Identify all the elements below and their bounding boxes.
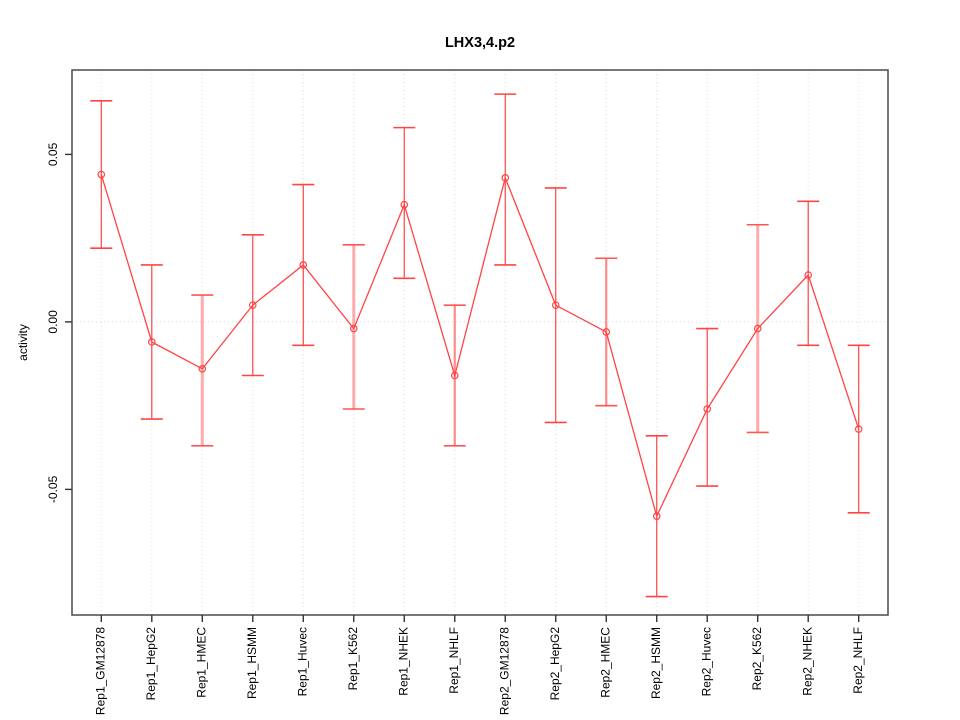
y-tick-label: 0.05	[46, 142, 60, 166]
y-axis-label: activity	[16, 324, 30, 361]
data-point	[804, 271, 813, 279]
chart-title: LHX3,4.p2	[445, 35, 515, 51]
x-tick-label: Rep1_K562	[346, 627, 360, 691]
x-tick-label: Rep1_GM12878	[93, 627, 107, 715]
data-point	[450, 371, 459, 380]
y-tick-label: -0.05	[46, 475, 60, 503]
data-point	[198, 364, 207, 373]
x-tick-label: Rep1_HSMM	[245, 627, 259, 699]
x-tick-label: Rep2_HSMM	[649, 627, 663, 699]
data-point	[299, 261, 308, 269]
data-line	[100, 174, 860, 519]
x-tick-label: Rep2_K562	[750, 627, 764, 691]
data-point	[703, 405, 712, 413]
data-point	[551, 301, 560, 309]
data-point	[501, 174, 510, 182]
data-point	[602, 328, 611, 336]
data-point	[652, 512, 661, 520]
data-point	[854, 425, 863, 433]
data-point	[147, 338, 156, 346]
data-layer	[90, 93, 870, 598]
x-tick-label: Rep2_NHEK	[800, 627, 814, 696]
x-tick-label: Rep1_NHLF	[447, 627, 461, 694]
data-point	[248, 301, 257, 309]
x-tick-label: Rep2_HepG2	[548, 627, 562, 701]
x-tick-label: Rep2_Huvec	[699, 627, 713, 696]
data-point	[97, 170, 106, 179]
data-point	[753, 324, 762, 333]
data-point	[349, 324, 358, 333]
axes-layer: 0.05 0.00 -0.05 Rep1_GM12878 Rep1_HepG2 Rep1_…	[46, 69, 889, 715]
x-tick-label: Rep2_NHLF	[851, 627, 865, 694]
x-tick-label: Rep2_HMEC	[598, 627, 612, 698]
x-tick-label: Rep1_NHEK	[396, 627, 410, 696]
data-point	[400, 200, 409, 209]
x-tick-label: Rep2_GM12878	[497, 627, 511, 715]
x-tick-label: Rep1_HMEC	[194, 627, 208, 698]
x-tick-label: Rep1_Huvec	[295, 627, 309, 696]
grid-layer	[72, 70, 888, 615]
plot-border	[71, 69, 889, 616]
y-tick-label: 0.00	[46, 310, 60, 334]
x-tick-label: Rep1_HepG2	[144, 627, 158, 701]
